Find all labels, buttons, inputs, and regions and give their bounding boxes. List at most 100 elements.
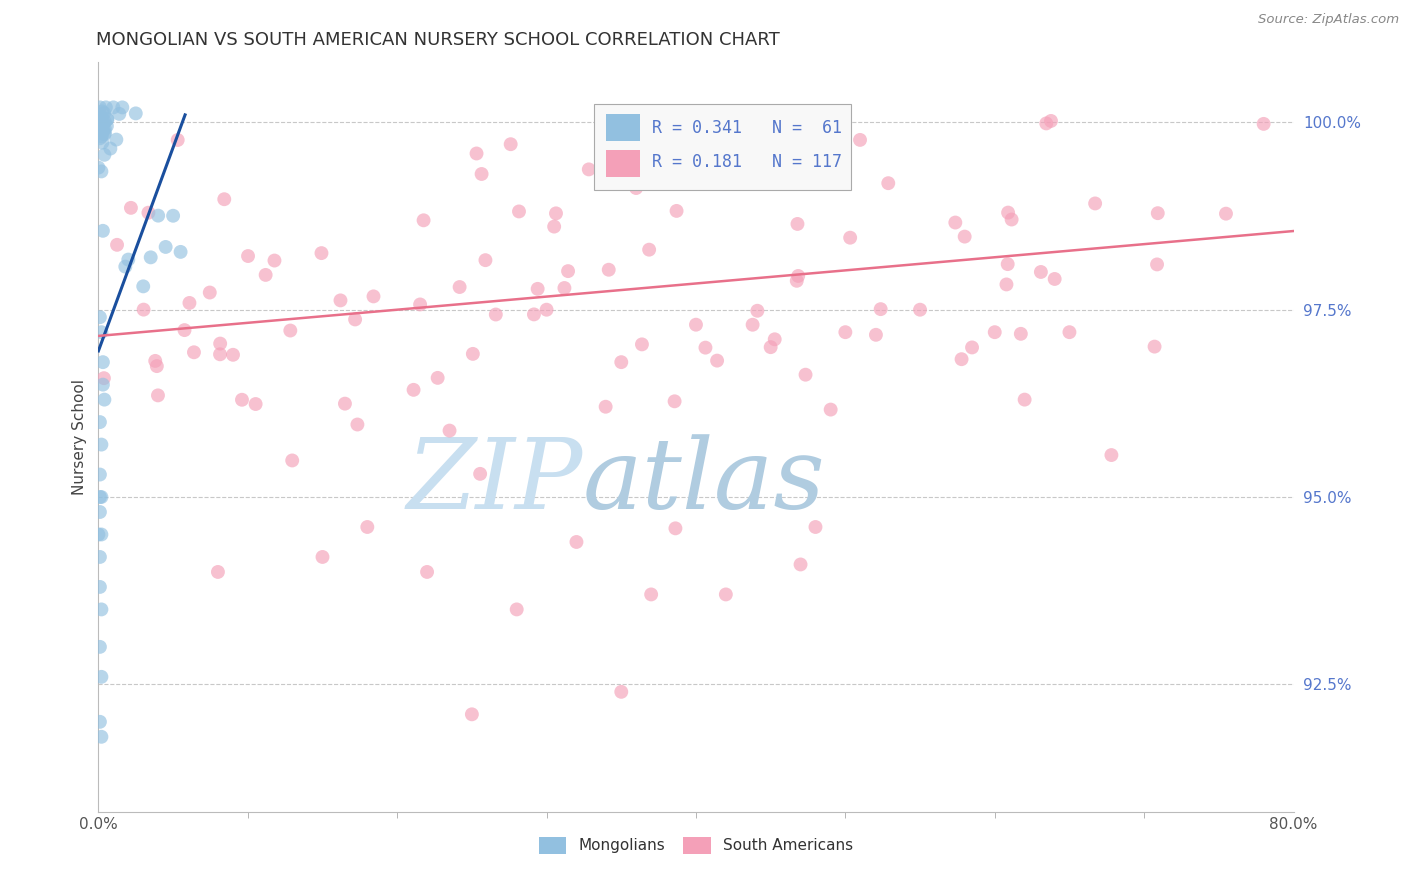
Point: [747, 303, 769, 318]
Point: [412, 213, 434, 227]
Point: [231, 392, 253, 407]
Point: [139, 251, 162, 265]
Point: [281, 453, 304, 467]
Point: [89, 640, 111, 654]
Point: [439, 424, 461, 438]
Point: [93, 371, 115, 385]
Point: [132, 279, 155, 293]
Point: [1014, 392, 1036, 407]
Point: [114, 260, 136, 274]
Point: [610, 355, 633, 369]
Point: [148, 209, 170, 223]
Point: [89, 121, 111, 136]
Point: [461, 707, 484, 722]
Point: [91, 110, 114, 124]
Point: [90, 670, 112, 684]
Point: [714, 587, 737, 601]
Text: MONGOLIAN VS SOUTH AMERICAN NURSERY SCHOOL CORRELATION CHART: MONGOLIAN VS SOUTH AMERICAN NURSERY SCHO…: [96, 31, 779, 49]
Point: [508, 204, 530, 219]
Point: [943, 215, 966, 229]
Point: [908, 302, 931, 317]
Point: [94, 126, 117, 140]
Text: ZIP: ZIP: [406, 434, 582, 530]
Point: [344, 312, 367, 326]
Point: [1084, 196, 1107, 211]
Point: [108, 107, 131, 121]
Point: [1146, 206, 1168, 220]
Point: [786, 217, 808, 231]
Point: [105, 237, 128, 252]
Point: [89, 415, 111, 429]
Point: [89, 580, 111, 594]
Point: [461, 347, 484, 361]
Point: [1099, 448, 1122, 462]
Point: [103, 100, 125, 114]
Point: [91, 377, 114, 392]
Point: [1215, 207, 1237, 221]
Point: [169, 244, 191, 259]
Point: [995, 277, 1018, 292]
Text: R = 0.341   N =  61: R = 0.341 N = 61: [652, 119, 842, 136]
Point: [553, 281, 575, 295]
Point: [426, 371, 449, 385]
Point: [263, 253, 285, 268]
Point: [664, 521, 686, 535]
Point: [1253, 117, 1275, 131]
Point: [786, 274, 808, 288]
Point: [209, 336, 232, 351]
Point: [311, 246, 333, 260]
Point: [89, 100, 111, 114]
Point: [465, 146, 488, 161]
Point: [565, 535, 588, 549]
Point: [183, 345, 205, 359]
Point: [236, 249, 259, 263]
Point: [89, 131, 111, 145]
Point: [91, 118, 114, 132]
Legend: Mongolians, South Americans: Mongolians, South Americans: [533, 830, 859, 860]
Point: [877, 176, 900, 190]
Point: [763, 332, 786, 346]
Point: [1010, 326, 1032, 341]
Point: [89, 549, 111, 564]
Point: [363, 289, 385, 303]
Point: [96, 112, 118, 127]
Text: R = 0.181   N = 117: R = 0.181 N = 117: [652, 153, 842, 171]
Point: [138, 205, 160, 219]
Point: [146, 388, 169, 402]
Point: [543, 219, 565, 234]
Bar: [606, 150, 640, 178]
Point: [416, 565, 439, 579]
Point: [598, 262, 620, 277]
Point: [90, 325, 112, 339]
Point: [356, 520, 378, 534]
Point: [90, 114, 112, 128]
Point: [471, 167, 494, 181]
Point: [557, 264, 579, 278]
Point: [685, 318, 707, 332]
Point: [89, 467, 111, 482]
Point: [179, 296, 201, 310]
Point: [91, 136, 114, 150]
Point: [94, 115, 117, 129]
Point: [1059, 325, 1081, 339]
Point: [96, 119, 118, 133]
Point: [794, 368, 817, 382]
Point: [333, 397, 356, 411]
Point: [544, 206, 567, 220]
Point: [1001, 212, 1024, 227]
Point: [834, 325, 856, 339]
Point: [953, 229, 976, 244]
Point: [849, 133, 872, 147]
Point: [869, 302, 891, 317]
Point: [759, 340, 782, 354]
Point: [91, 104, 114, 119]
Point: [640, 587, 662, 601]
Point: [117, 252, 139, 267]
Point: [624, 181, 647, 195]
Point: [506, 602, 529, 616]
Point: [997, 257, 1019, 271]
Point: [789, 558, 811, 572]
Point: [695, 341, 717, 355]
Point: [207, 565, 229, 579]
Point: [90, 437, 112, 451]
